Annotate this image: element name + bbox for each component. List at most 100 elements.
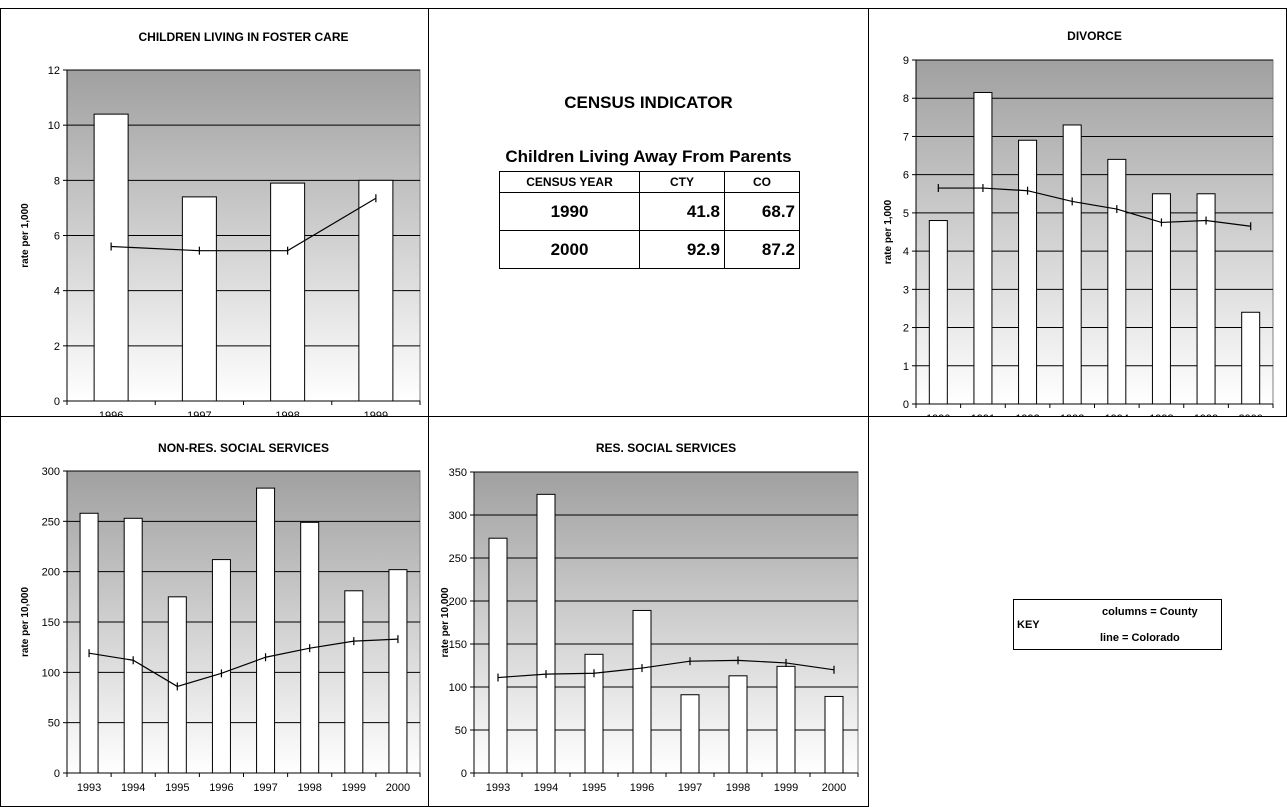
series-line — [111, 197, 377, 252]
bar — [536, 493, 556, 774]
x-tick-label: 1991 — [971, 413, 995, 416]
census-co-cell: 68.7 — [724, 192, 800, 231]
bar — [1018, 139, 1038, 405]
x-tick-label: 1993 — [77, 782, 101, 794]
y-tick-label: 6 — [903, 170, 909, 182]
x-tick-label: 1998 — [297, 782, 321, 794]
bar — [270, 182, 306, 402]
chart-panel-res: RES. SOCIAL SERVICES rate per 10,000 0 50 10… — [428, 416, 869, 807]
y-tick-label: 4 — [903, 246, 909, 258]
y-tick-label: 300 — [449, 510, 467, 522]
x-tick-label: 1997 — [187, 410, 211, 416]
chart-panel-divorce: DIVORCE rate per 1,000 0 1 2 3 4 5 6 7 8 9 1990 1991 1… — [868, 8, 1287, 417]
y-tick-label: 0 — [903, 399, 909, 411]
y-tick-label: 100 — [42, 667, 60, 679]
key-columns-label: columns = County — [1102, 606, 1198, 618]
series-line — [88, 638, 398, 688]
y-tick-label: 150 — [449, 639, 467, 651]
x-tick-label: 2000 — [386, 782, 410, 794]
res-social-services-chart: RES. SOCIAL SERVICES rate per 10,000 0 50 10… — [440, 441, 859, 794]
y-axis-label: rate per 10,000 — [440, 587, 451, 657]
series-line — [497, 659, 835, 679]
x-tick-label: 1997 — [253, 782, 277, 794]
plot-area — [915, 59, 1274, 405]
bar — [1196, 193, 1216, 405]
x-tick-label: 1998 — [275, 410, 299, 416]
y-tick-label: 0 — [461, 768, 467, 780]
x-tick-label: 1992 — [1015, 413, 1039, 416]
x-tick-label: 1996 — [630, 782, 654, 794]
bar — [973, 91, 993, 405]
y-tick-label: 50 — [455, 725, 467, 737]
census-year-cell: 2000 — [499, 230, 640, 269]
census-header-co: CO — [724, 171, 800, 193]
y-tick-label: 250 — [449, 553, 467, 565]
y-axis-label: rate per 1,000 — [883, 199, 894, 264]
y-tick-label: 350 — [449, 467, 467, 479]
y-tick-label: 7 — [903, 131, 909, 143]
x-tick-label: 1990 — [926, 413, 950, 416]
y-tick-label: 9 — [903, 55, 909, 67]
x-tick-label: 1994 — [534, 782, 558, 794]
census-header-cty: CTY — [639, 171, 725, 193]
legend-key: columns = County KEY line = Colorado — [1013, 599, 1222, 650]
bar — [584, 653, 604, 774]
chart-title: RES. SOCIAL SERVICES — [596, 441, 736, 455]
y-tick-label: 12 — [48, 65, 60, 77]
chart-title: NON-RES. SOCIAL SERVICES — [158, 441, 329, 455]
census-table: CENSUS YEAR CTY CO 1990 41.8 68.7 2000 9… — [499, 171, 800, 269]
bar — [728, 675, 748, 774]
bar — [632, 609, 652, 774]
y-tick-label: 200 — [449, 596, 467, 608]
census-title: CENSUS INDICATOR — [564, 93, 733, 112]
x-tick-label: 1999 — [1194, 413, 1218, 416]
census-header-row: CENSUS YEAR CTY CO — [499, 171, 800, 193]
y-tick-label: 10 — [48, 120, 60, 132]
bar — [93, 113, 129, 402]
census-cty-cell: 92.9 — [639, 230, 725, 269]
chart-title: DIVORCE — [1067, 29, 1122, 43]
x-tick-label: 1996 — [99, 410, 123, 416]
y-tick-label: 200 — [42, 567, 60, 579]
y-tick-label: 0 — [54, 768, 60, 780]
chart-title: CHILDREN LIVING IN FOSTER CARE — [138, 30, 348, 44]
x-tick-label: 2000 — [822, 782, 846, 794]
y-tick-label: 2 — [54, 341, 60, 353]
x-tick-label: 1993 — [486, 782, 510, 794]
bar — [1062, 124, 1082, 405]
x-tick-label: 1996 — [209, 782, 233, 794]
bar — [79, 512, 99, 774]
bar — [358, 179, 394, 402]
y-axis-label: rate per 1,000 — [20, 203, 31, 268]
x-tick-label: 1995 — [165, 782, 189, 794]
y-tick-label: 6 — [54, 231, 60, 243]
x-tick-label: 1999 — [342, 782, 366, 794]
bar — [824, 695, 844, 774]
y-tick-label: 150 — [42, 617, 60, 629]
bar — [256, 487, 276, 774]
y-tick-label: 1 — [903, 361, 909, 373]
y-tick-label: 2 — [903, 323, 909, 335]
census-row: 1990 41.8 68.7 — [499, 192, 800, 231]
y-tick-label: 8 — [54, 175, 60, 187]
bar — [211, 559, 231, 774]
key-line-label: line = Colorado — [1100, 632, 1180, 644]
chart-panel-foster-care: CHILDREN LIVING IN FOSTER CARE rate per 1… — [0, 8, 429, 417]
y-tick-label: 5 — [903, 208, 909, 220]
bar — [123, 517, 143, 774]
key-label: KEY — [1017, 619, 1040, 631]
bar — [1151, 193, 1171, 405]
y-tick-label: 250 — [42, 516, 60, 528]
y-tick-label: 8 — [903, 93, 909, 105]
census-panel: CENSUS INDICATOR Children Living Away Fr… — [428, 8, 869, 417]
y-tick-label: 0 — [54, 396, 60, 408]
divorce-chart: DIVORCE rate per 1,000 0 1 2 3 4 5 6 7 8 9 1990 1991 1… — [883, 29, 1274, 416]
x-tick-label: 1993 — [1060, 413, 1084, 416]
y-tick-label: 50 — [48, 718, 60, 730]
x-tick-label: 1994 — [1105, 413, 1129, 416]
bar — [680, 694, 700, 774]
census-year-cell: 1990 — [499, 192, 640, 231]
bar — [1241, 311, 1261, 405]
x-tick-label: 1998 — [1149, 413, 1173, 416]
x-tick-label: 1995 — [582, 782, 606, 794]
